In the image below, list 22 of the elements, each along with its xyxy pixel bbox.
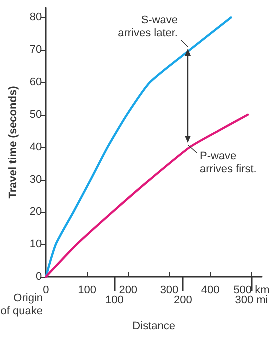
- y-tick-label: 40: [30, 141, 42, 154]
- y-tick-label: 10: [30, 238, 42, 251]
- x2-tick-label: 100: [105, 294, 124, 306]
- x2-tick-label: 200: [174, 294, 192, 306]
- y-tick-label: 0: [36, 271, 42, 283]
- x-tick-label: 200: [119, 284, 138, 296]
- y-tick-label: 30: [30, 174, 42, 186]
- x-tick-label: 400: [201, 284, 220, 296]
- y-tick-label: 80: [30, 12, 42, 24]
- x-tick-label: 100: [78, 284, 96, 296]
- annotation: S-wave arrives later.: [118, 14, 178, 40]
- y-tick-label: 60: [30, 76, 42, 89]
- x-axis-title: Distance: [132, 320, 176, 332]
- x-tick-label: 500 km: [234, 284, 270, 296]
- y-axis-title: Travel time (seconds): [8, 86, 20, 199]
- x-tick-label: 300: [160, 284, 179, 296]
- y-tick-label: 70: [30, 44, 42, 56]
- x2-tick-label: 300 mi: [235, 294, 268, 306]
- annotation: P-wave arrives first.: [200, 150, 257, 176]
- y-tick-label: 20: [30, 206, 42, 218]
- y-tick-label: 50: [30, 108, 42, 121]
- text: Origin of quake: [0, 292, 43, 318]
